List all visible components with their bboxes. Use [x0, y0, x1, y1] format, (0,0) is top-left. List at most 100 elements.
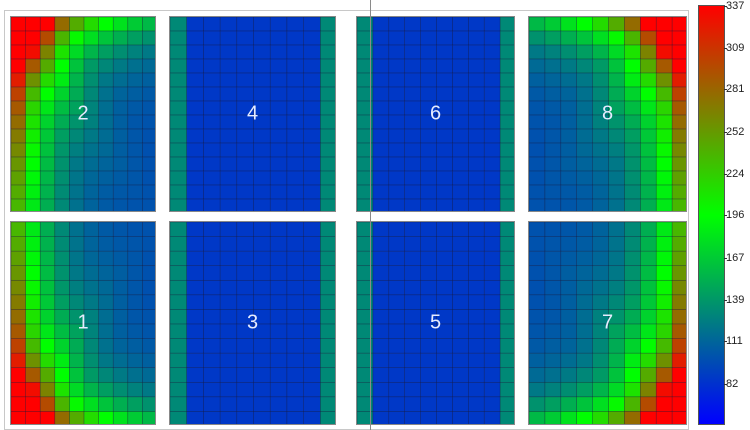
heatmap-cell: [320, 294, 335, 310]
heatmap-cell: [142, 86, 155, 102]
heatmap-cell: [186, 265, 204, 281]
heatmap-cell: [11, 128, 27, 144]
heatmap-cell: [127, 323, 143, 340]
heatmap-cell: [608, 128, 625, 144]
heatmap-cell: [436, 142, 453, 158]
colorbar-tick-label: 309: [723, 41, 745, 54]
heatmap-cell: [499, 86, 514, 102]
heatmap-cell: [608, 309, 625, 325]
heatmap-cell: [388, 142, 406, 158]
heatmap-cell: [499, 72, 514, 88]
heatmap-cell: [671, 156, 686, 172]
heatmap-cell: [372, 156, 390, 172]
heatmap-cell: [608, 184, 625, 200]
heatmap-cell: [483, 367, 501, 383]
heatmap-cell: [253, 309, 271, 325]
heatmap-cell: [640, 338, 657, 354]
heatmap-cell: [170, 411, 188, 424]
heatmap-cell: [127, 411, 143, 424]
heatmap-cell: [127, 58, 143, 74]
heatmap-cell: [529, 100, 546, 116]
heatmap-cell: [83, 323, 100, 340]
heatmap-cell: [436, 411, 453, 424]
heatmap-cell: [655, 338, 673, 354]
heatmap-cell: [142, 367, 155, 383]
heatmap-cell: [436, 198, 453, 211]
heatmap-cell: [404, 198, 422, 211]
heatmap-cell: [286, 265, 305, 281]
heatmap-cell: [83, 367, 100, 383]
heatmap-cell: [127, 279, 143, 296]
heatmap-cell: [452, 184, 469, 200]
heatmap-cell: [655, 222, 673, 238]
heatmap-cell: [592, 411, 609, 424]
heatmap-cell: [83, 72, 100, 88]
heatmap-cell: [186, 309, 204, 325]
vertical-reference-line: [370, 0, 371, 430]
heatmap-cell: [468, 265, 485, 281]
heatmap-cell: [655, 44, 673, 60]
heatmap-cell: [186, 236, 204, 252]
heatmap-cell: [483, 142, 501, 158]
heatmap-cell: [112, 396, 129, 412]
heatmap-cell: [142, 294, 155, 310]
heatmap-cell: [576, 170, 594, 186]
heatmap-cell: [286, 156, 305, 172]
heatmap-cell: [112, 156, 129, 172]
heatmap-cell: [39, 265, 56, 281]
heatmap-cell: [170, 279, 188, 296]
heatmap-cell: [269, 352, 288, 369]
heatmap-cell: [127, 100, 143, 116]
heatmap-grid: [529, 222, 686, 424]
heatmap-cell: [372, 381, 390, 398]
heatmap-cell: [219, 250, 238, 267]
heatmap-cell: [655, 265, 673, 281]
heatmap-cell: [303, 58, 321, 74]
heatmap-cell: [468, 184, 485, 200]
heatmap-cell: [186, 128, 204, 144]
heatmap-cell: [452, 381, 469, 398]
heatmap-cell: [544, 323, 562, 340]
heatmap-cell: [499, 236, 514, 252]
heatmap-cell: [404, 250, 422, 267]
heatmap-cell: [544, 58, 562, 74]
heatmap-cell: [529, 184, 546, 200]
heatmap-cell: [219, 381, 238, 398]
heatmap-cell: [560, 86, 578, 102]
heatmap-cell: [219, 198, 238, 211]
colorbar-tick-label: 281: [723, 83, 745, 96]
heatmap-cell: [11, 86, 27, 102]
heatmap-cell: [404, 323, 422, 340]
heatmap-cell: [499, 128, 514, 144]
heatmap-cell: [624, 17, 641, 32]
heatmap-cell: [98, 198, 114, 211]
heatmap-cell: [69, 86, 85, 102]
heatmap-cell: [576, 294, 594, 310]
heatmap-cell: [608, 367, 625, 383]
heatmap-cell: [388, 198, 406, 211]
heatmap-cell: [608, 58, 625, 74]
heatmap-cell: [560, 100, 578, 116]
heatmap-cell: [420, 114, 437, 130]
heatmap-cell: [560, 381, 578, 398]
heatmap-cell: [404, 72, 422, 88]
heatmap-cell: [142, 338, 155, 354]
heatmap-cell: [98, 309, 114, 325]
heatmap-cell: [127, 142, 143, 158]
heatmap-cell: [269, 100, 288, 116]
heatmap-cell: [303, 309, 321, 325]
heatmap-cell: [544, 309, 562, 325]
heatmap-cell: [436, 396, 453, 412]
heatmap-cell: [560, 222, 578, 238]
heatmap-cell: [253, 236, 271, 252]
heatmap-cell: [253, 265, 271, 281]
heatmap-cell: [236, 72, 255, 88]
heatmap-cell: [483, 17, 501, 32]
heatmap-cell: [624, 236, 641, 252]
heatmap-cell: [170, 250, 188, 267]
heatmap-cell: [236, 396, 255, 412]
heatmap-cell: [219, 411, 238, 424]
heatmap-cell: [671, 250, 686, 267]
heatmap-cell: [388, 114, 406, 130]
